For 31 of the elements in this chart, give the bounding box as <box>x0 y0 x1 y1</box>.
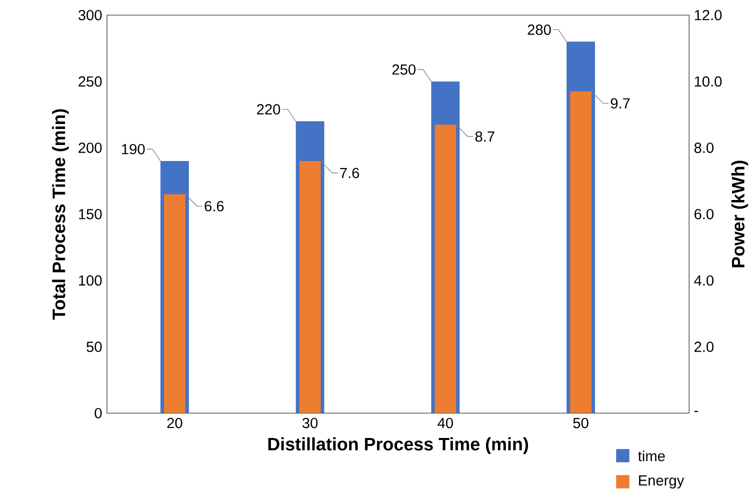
data-label: 8.7 <box>475 131 494 142</box>
y2-tick-label: 12.0 <box>694 10 722 20</box>
y2-tick-label: 8.0 <box>694 142 714 153</box>
data-label: 250 <box>392 64 416 75</box>
y2-tick-label: 6.0 <box>694 208 714 220</box>
y-tick-label: 200 <box>78 142 102 153</box>
y-tick-label: 100 <box>79 275 102 286</box>
y2-tick-label: 10.0 <box>694 76 722 87</box>
y-axis-title: Total Process Time (min) <box>52 109 69 320</box>
y-tick-label: 150 <box>79 208 102 220</box>
y2-tick-label: 2.0 <box>694 342 714 352</box>
x-tick-label: 40 <box>438 418 453 428</box>
data-label: 220 <box>257 104 280 114</box>
y2-axis-title: Power (kWh) <box>731 160 748 268</box>
data-label: 7.6 <box>340 168 360 178</box>
x-tick-label: 50 <box>573 418 588 428</box>
y-tick-label: 0 <box>94 408 102 418</box>
data-label: 190 <box>122 144 145 154</box>
y2-tick-label: - <box>694 410 698 412</box>
legend-label: time <box>638 450 665 462</box>
data-label: 6.6 <box>204 201 224 212</box>
y-tick-label: 50 <box>86 342 102 352</box>
y-tick-label: 300 <box>78 10 102 20</box>
y2-tick-label: 4.0 <box>694 275 714 286</box>
x-tick-label: 20 <box>167 418 182 428</box>
legend-label: Energy <box>639 475 684 488</box>
y-tick-label: 250 <box>78 76 102 87</box>
x-tick-label: 30 <box>302 418 318 428</box>
data-label: 9.7 <box>610 98 630 109</box>
x-axis-title: Distillation Process Time (min) <box>268 437 528 454</box>
data-label: 280 <box>528 24 551 35</box>
